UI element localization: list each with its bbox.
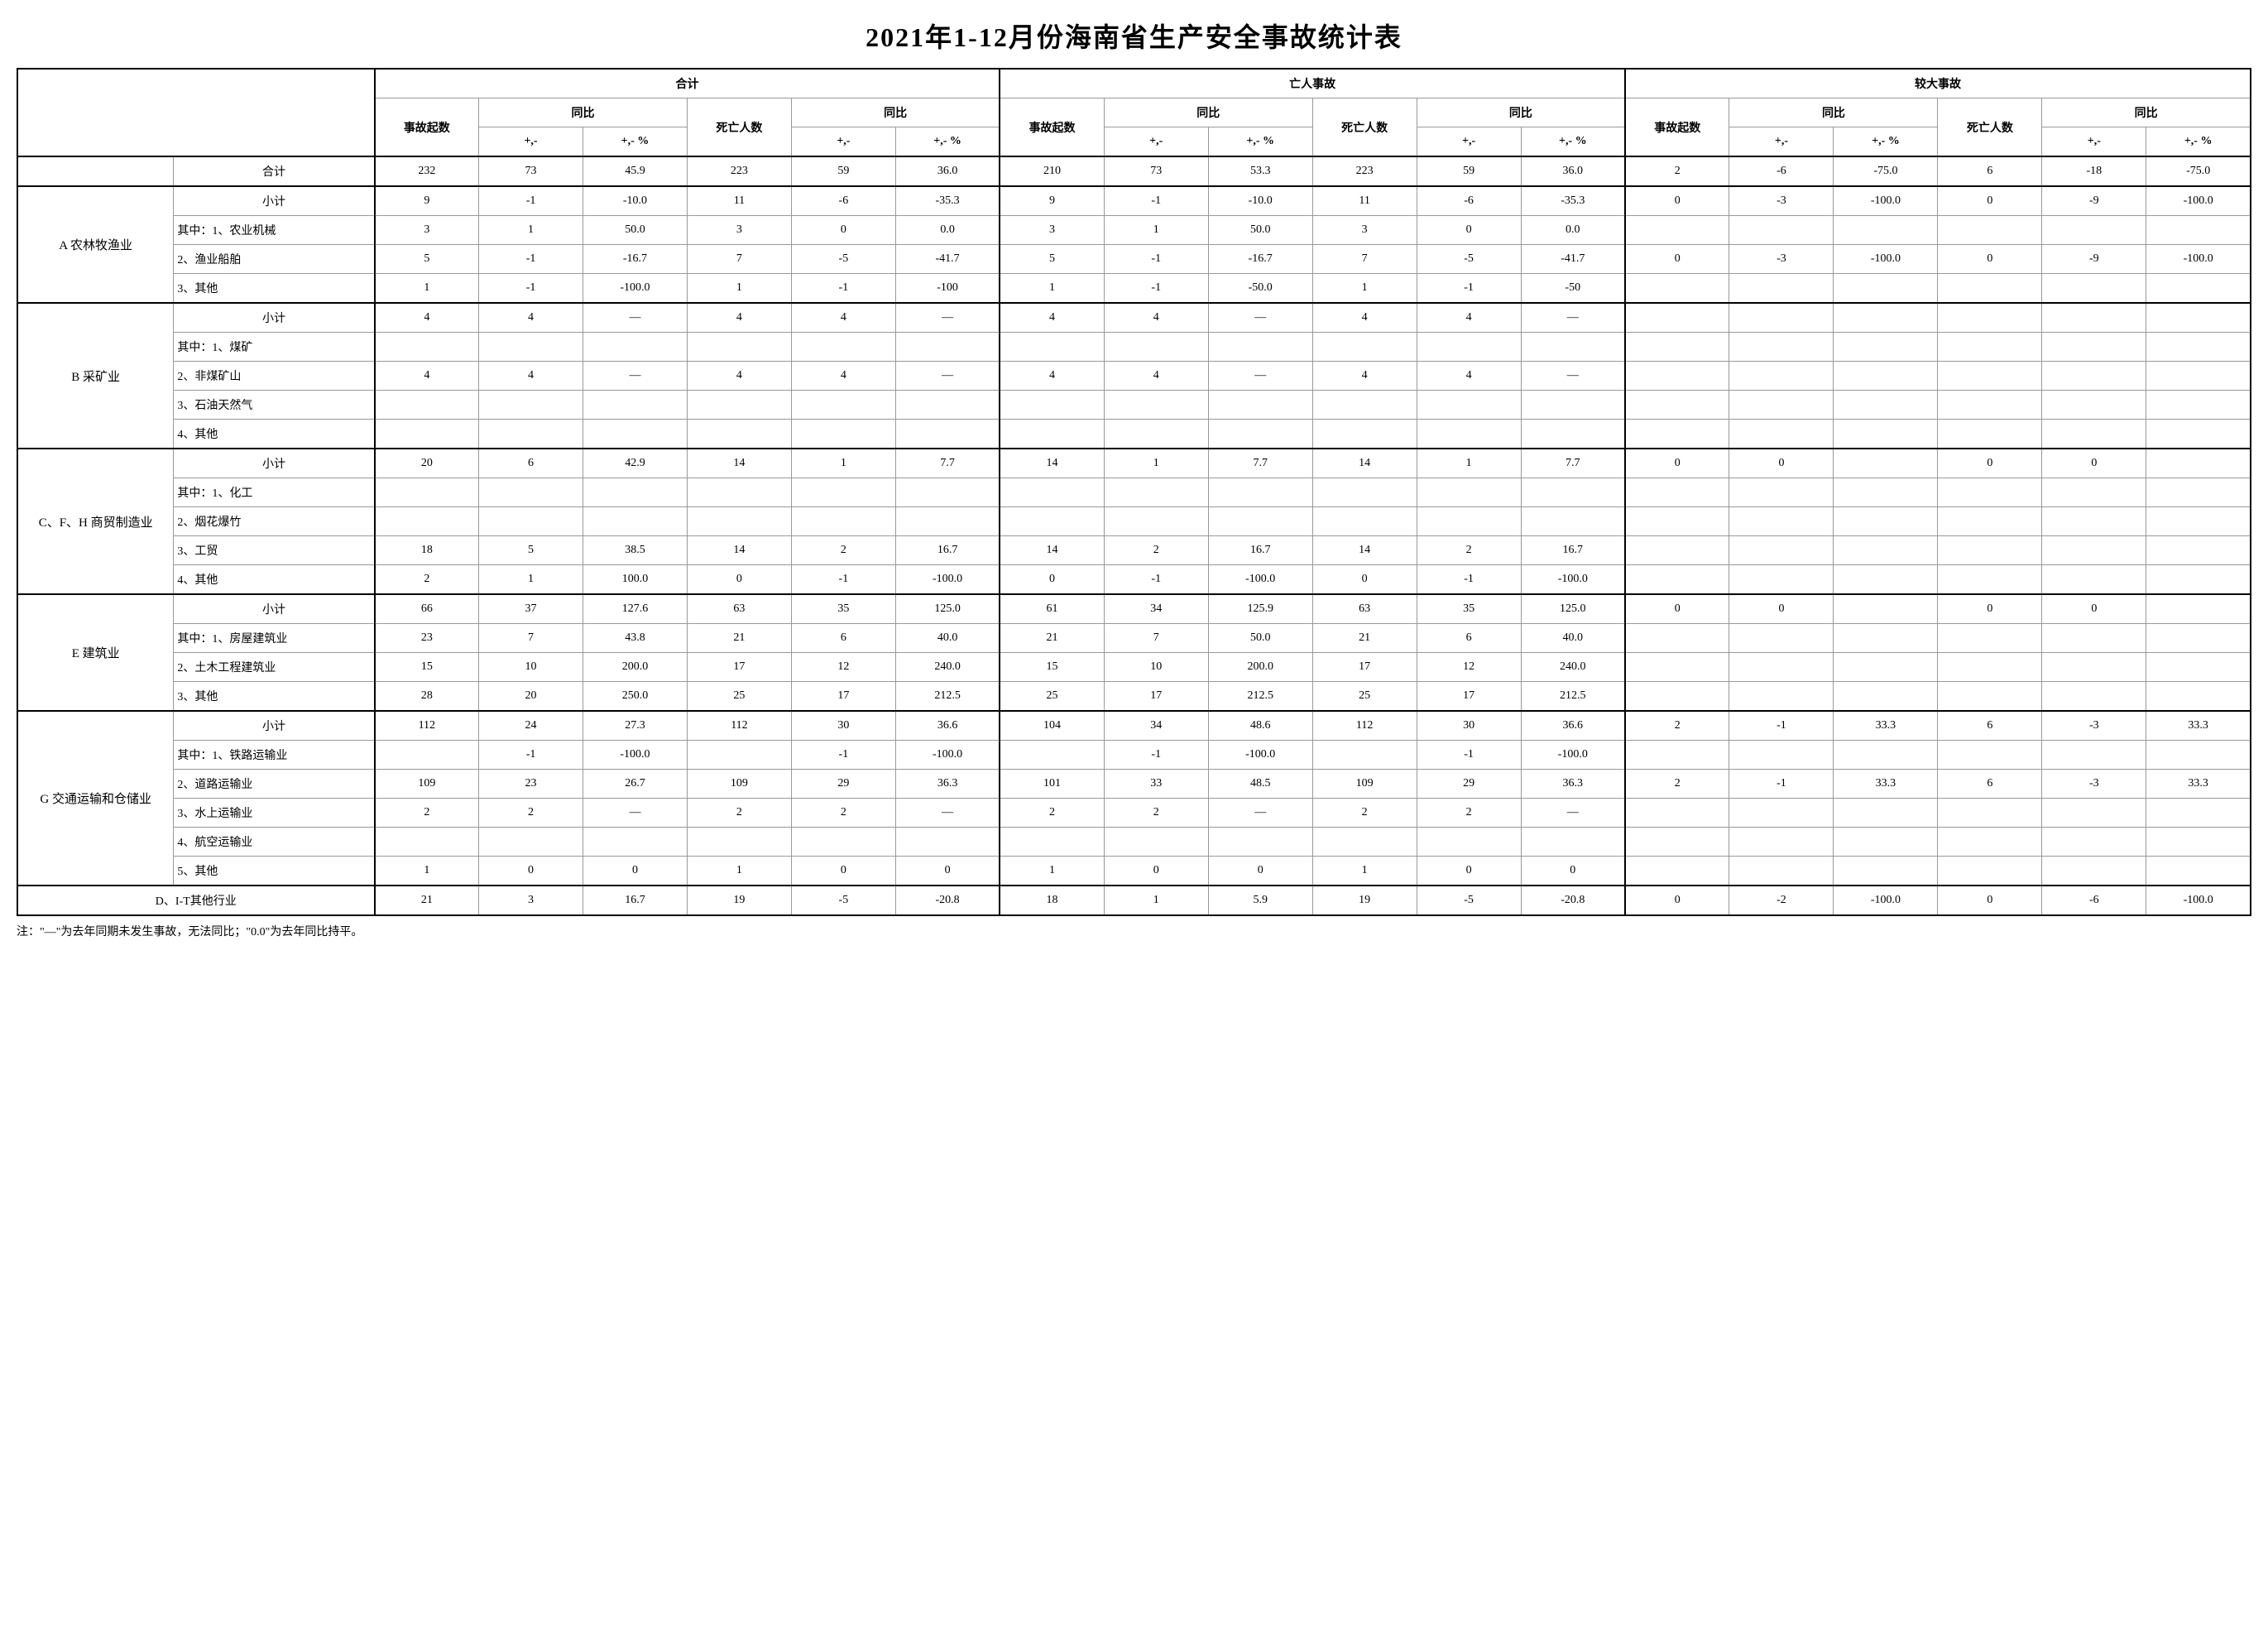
table-row: 3、石油天然气 [17, 391, 2251, 420]
table-row: 2、土木工程建筑业1510200.01712240.01510200.01712… [17, 653, 2251, 682]
table-row: B 采矿业小计44—44—44—44— [17, 303, 2251, 333]
table-row: 2、渔业船舶5-1-16.77-5-41.75-1-16.77-5-41.70-… [17, 245, 2251, 274]
table-row: 3、其他2820250.02517212.52517212.52517212.5 [17, 682, 2251, 712]
header-group: 较大事故 [1625, 69, 2251, 98]
table-row: 其中：1、煤矿 [17, 333, 2251, 362]
page-title: 2021年1-12月份海南省生产安全事故统计表 [17, 17, 2251, 55]
table-row: 4、其他21100.00-1-100.00-1-100.00-1-100.0 [17, 565, 2251, 595]
table-row: 3、水上运输业22—22—22—22— [17, 799, 2251, 828]
table-row: A 农林牧渔业小计9-1-10.011-6-35.39-1-10.011-6-3… [17, 186, 2251, 216]
table-row: 其中：1、化工 [17, 478, 2251, 507]
table-row: E 建筑业小计6637127.66335125.06134125.9633512… [17, 594, 2251, 624]
table-row: 4、其他 [17, 420, 2251, 449]
table-row: 3、工贸18538.514216.714216.714216.7 [17, 536, 2251, 565]
table-row: 3、其他1-1-100.01-1-1001-1-50.01-1-50 [17, 274, 2251, 304]
table-row: 其中：1、农业机械3150.0300.03150.0300.0 [17, 216, 2251, 245]
header-group: 合计 [375, 69, 1000, 98]
table-row: 其中：1、铁路运输业-1-100.0-1-100.0-1-100.0-1-100… [17, 741, 2251, 770]
table-row: D、I-T其他行业21316.719-5-20.81815.919-5-20.8… [17, 886, 2251, 915]
stats-table: 合计亡人事故较大事故事故起数同比死亡人数同比事故起数同比死亡人数同比事故起数同比… [17, 68, 2251, 916]
table-row: G 交通运输和仓储业小计1122427.31123036.61043448.61… [17, 711, 2251, 741]
footnote: 注："—"为去年同期未发生事故，无法同比；"0.0"为去年同比持平。 [17, 923, 2251, 939]
table-row: 5、其他100100100100 [17, 857, 2251, 886]
table-row: 合计2327345.92235936.02107353.32235936.02-… [17, 156, 2251, 186]
table-row: 2、烟花爆竹 [17, 507, 2251, 536]
table-row: C、F、H 商贸制造业小计20642.91417.71417.71417.700… [17, 449, 2251, 478]
table-row: 2、道路运输业1092326.71092936.31013348.5109293… [17, 770, 2251, 799]
table-row: 4、航空运输业 [17, 828, 2251, 857]
header-group: 亡人事故 [1000, 69, 1625, 98]
table-row: 2、非煤矿山44—44—44—44— [17, 362, 2251, 391]
table-row: 其中：1、房屋建筑业23743.821640.021750.021640.0 [17, 624, 2251, 653]
